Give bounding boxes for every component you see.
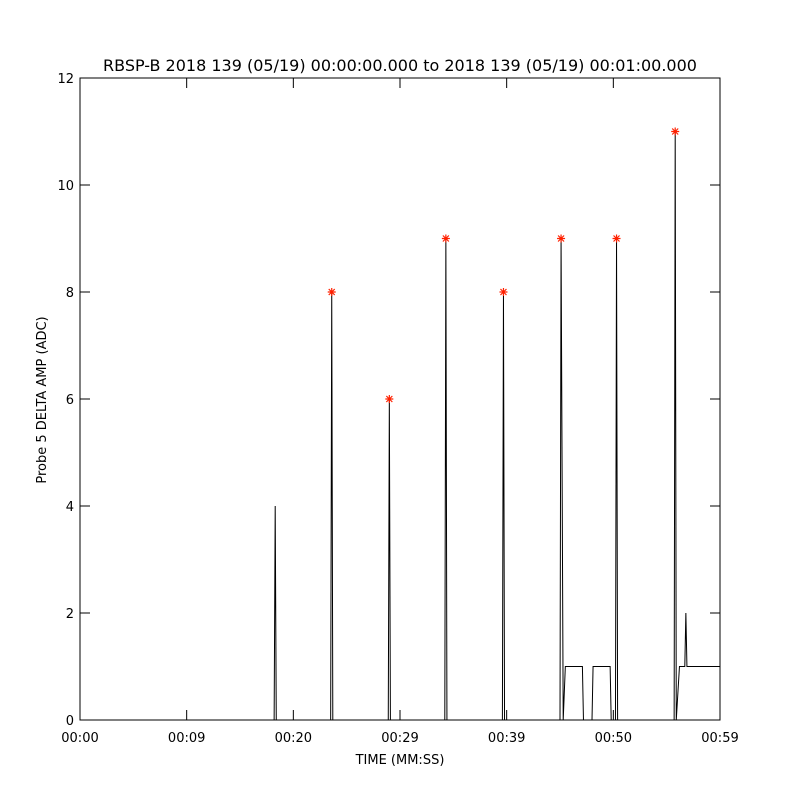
- peak-marker: [499, 288, 508, 296]
- x-tick-label: 00:29: [381, 731, 418, 746]
- x-tick-label: 00:39: [488, 731, 525, 746]
- y-tick-label: 4: [66, 500, 74, 515]
- x-tick-label: 00:59: [701, 731, 738, 746]
- y-tick-label: 8: [66, 286, 74, 301]
- peak-marker: [441, 234, 450, 243]
- y-tick-label: 2: [66, 607, 74, 622]
- y-tick-label: 0: [66, 714, 74, 729]
- peak-marker: [327, 288, 336, 296]
- x-tick-label: 00:00: [61, 731, 98, 746]
- y-axis-label: Probe 5 DELTA AMP (ADC): [35, 316, 50, 483]
- y-tick-label: 10: [57, 179, 74, 194]
- peak-marker: [557, 234, 566, 243]
- peak-marker: [612, 234, 621, 243]
- y-tick-label: 12: [57, 72, 74, 87]
- peak-marker: [671, 127, 680, 136]
- peak-marker: [385, 395, 394, 403]
- chart-title: RBSP-B 2018 139 (05/19) 00:00:00.000 to …: [103, 56, 697, 75]
- x-tick-label: 00:09: [168, 731, 205, 746]
- x-tick-label: 00:20: [275, 731, 312, 746]
- x-axis-label: TIME (MM:SS): [355, 753, 445, 768]
- x-tick-label: 00:50: [595, 731, 632, 746]
- y-tick-label: 6: [66, 393, 74, 408]
